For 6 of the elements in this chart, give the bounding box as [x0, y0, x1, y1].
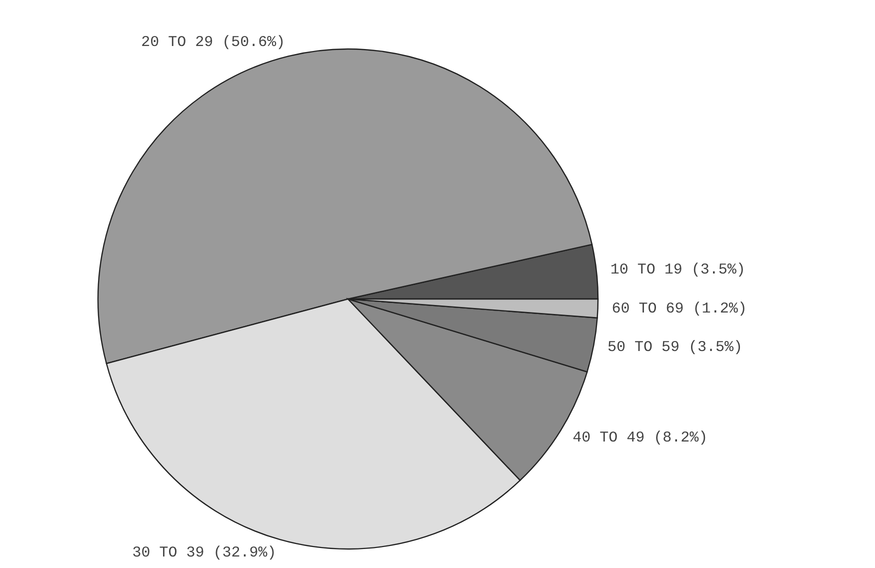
slice-label: 50 TO 59 (3.5%): [607, 339, 742, 356]
slice-label: 20 TO 29 (50.6%): [141, 34, 286, 52]
slice-label: 60 TO 69 (1.2%): [612, 300, 747, 318]
slice-label: 10 TO 19 (3.5%): [610, 262, 746, 278]
slice-label: 30 TO 39 (32.9%): [132, 544, 276, 562]
slice-label: 40 TO 49 (8.2%): [572, 429, 708, 446]
